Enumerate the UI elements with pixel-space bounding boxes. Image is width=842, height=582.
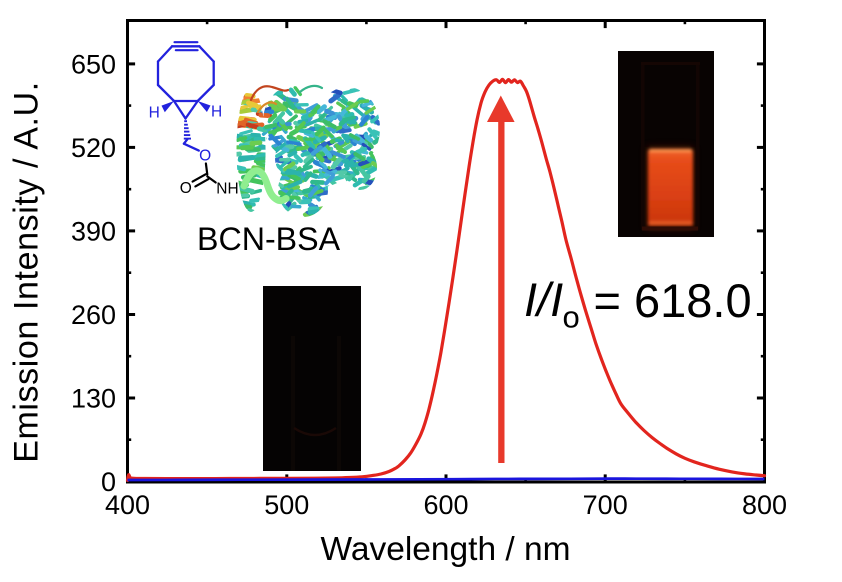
svg-text:260: 260: [71, 300, 116, 330]
svg-text:400: 400: [105, 490, 150, 520]
svg-text:O: O: [180, 180, 192, 197]
svg-text:500: 500: [264, 490, 309, 520]
svg-text:520: 520: [71, 133, 116, 163]
svg-text:NH: NH: [216, 181, 238, 198]
svg-text:0: 0: [101, 467, 116, 497]
svg-text:700: 700: [583, 490, 628, 520]
svg-text:600: 600: [423, 490, 468, 520]
svg-text:650: 650: [71, 49, 116, 79]
svg-text:Wavelength / nm: Wavelength / nm: [320, 531, 570, 568]
svg-text:o: o: [563, 300, 580, 335]
svg-text:800: 800: [742, 490, 787, 520]
svg-text:= 618.0: = 618.0: [594, 274, 752, 327]
svg-text:H: H: [149, 105, 160, 122]
svg-text:390: 390: [71, 216, 116, 246]
svg-text:Emission Intensity / A.U.: Emission Intensity / A.U.: [8, 81, 46, 463]
svg-text:O: O: [199, 147, 211, 164]
svg-text:130: 130: [71, 384, 116, 414]
svg-text:BCN-BSA: BCN-BSA: [197, 221, 341, 257]
svg-text:I/I: I/I: [524, 273, 563, 326]
svg-text:H: H: [211, 104, 222, 121]
